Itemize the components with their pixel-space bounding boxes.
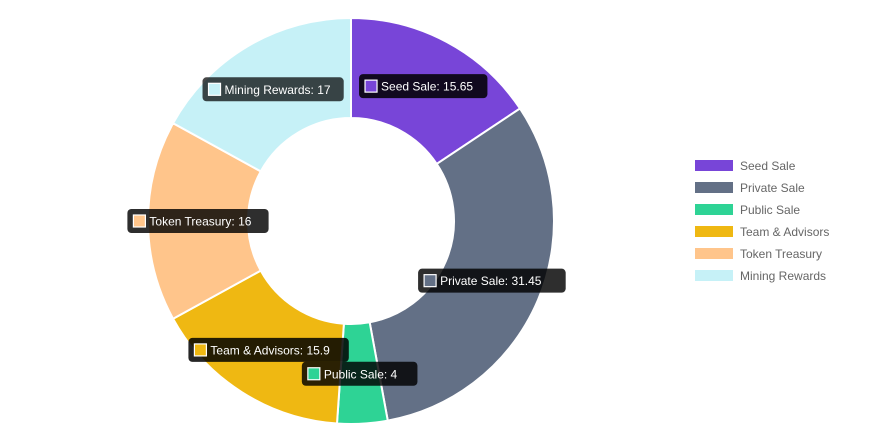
value-label-swatch <box>207 82 222 96</box>
legend-swatch <box>695 270 733 281</box>
value-label-text: Seed Sale: 15.65 <box>381 80 473 94</box>
legend: Seed Sale Private Sale Public Sale Team & A… <box>695 159 829 283</box>
value-label-swatch <box>132 214 146 228</box>
value-label-box <box>127 209 269 233</box>
value-label-seed-sale: Seed Sale: 15.65 <box>359 74 488 99</box>
legend-label: Token Treasury <box>740 247 822 261</box>
value-label-box <box>359 74 488 99</box>
value-label-mining-rewards: Mining Rewards: 17 <box>202 77 344 102</box>
value-label-public-sale: Public Sale: 4 <box>301 361 418 386</box>
value-label-box <box>418 268 566 293</box>
value-label-text: Team & Advisors: 15.9 <box>210 343 330 357</box>
value-label-token-treasury: Token Treasury: 16 <box>127 209 269 233</box>
legend-swatch <box>695 160 733 171</box>
legend-swatch <box>695 204 733 215</box>
value-label-text: Public Sale: 4 <box>324 367 398 381</box>
donut-slices <box>147 16 555 425</box>
value-label-swatch <box>307 367 321 381</box>
legend-label: Mining Rewards <box>740 269 826 283</box>
legend-label: Private Sale <box>740 181 805 195</box>
legend-swatch <box>695 226 733 237</box>
legend-label: Team & Advisors <box>740 225 829 239</box>
legend-item-seed-sale[interactable]: Seed Sale <box>695 159 796 173</box>
legend-label: Public Sale <box>740 203 800 217</box>
value-label-text: Private Sale: 31.45 <box>440 274 542 288</box>
slice-value-labels: Seed Sale: 15.65 Private Sale: 31.45 Publi… <box>127 74 566 386</box>
value-label-box <box>202 77 344 102</box>
value-label-box <box>301 361 418 386</box>
value-label-swatch <box>193 343 208 357</box>
value-label-team-advisors: Team & Advisors: 15.9 <box>188 337 349 362</box>
legend-item-mining-rewards[interactable]: Mining Rewards <box>695 269 826 283</box>
value-label-text: Mining Rewards: 17 <box>225 83 331 97</box>
legend-swatch <box>695 182 733 193</box>
value-label-swatch <box>423 274 437 288</box>
legend-label: Seed Sale <box>740 159 796 173</box>
value-label-text: Token Treasury: 16 <box>149 215 251 229</box>
slice-private-sale[interactable] <box>368 107 555 422</box>
value-label-box <box>188 337 349 362</box>
value-label-swatch <box>364 79 378 93</box>
legend-item-team-advisors[interactable]: Team & Advisors <box>695 225 829 239</box>
legend-item-private-sale[interactable]: Private Sale <box>695 181 805 195</box>
legend-item-token-treasury[interactable]: Token Treasury <box>695 247 822 261</box>
value-label-private-sale: Private Sale: 31.45 <box>418 268 566 293</box>
legend-swatch <box>695 248 733 259</box>
legend-item-public-sale[interactable]: Public Sale <box>695 203 800 217</box>
